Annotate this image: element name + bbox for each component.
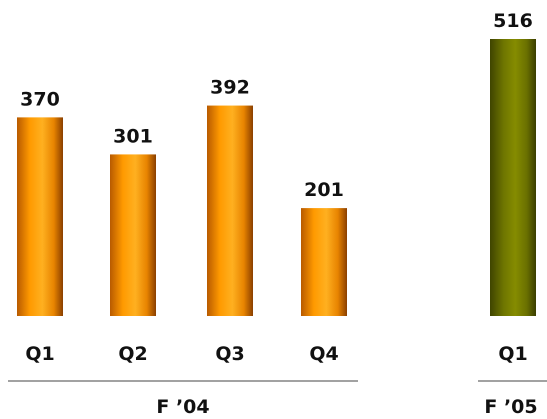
category-label: Q3 xyxy=(215,343,244,365)
bar-q1-g1 xyxy=(17,117,63,316)
bar-q2-g1 xyxy=(110,154,156,316)
data-label: 201 xyxy=(304,179,344,201)
data-label: 392 xyxy=(210,77,250,99)
group-label: F ’05 xyxy=(484,396,537,418)
bar-q3-g1 xyxy=(207,105,253,317)
bar-q1-g2 xyxy=(490,39,536,316)
category-label: Q1 xyxy=(25,343,54,365)
data-label: 516 xyxy=(493,10,533,32)
data-label: 301 xyxy=(113,125,153,147)
category-label: Q4 xyxy=(309,343,338,365)
data-label: 370 xyxy=(20,88,60,110)
bar-q4-g1 xyxy=(301,208,347,316)
category-label: Q1 xyxy=(498,343,527,365)
group-label: F ’04 xyxy=(156,396,209,418)
category-label: Q2 xyxy=(118,343,147,365)
chart-marks: 370 Q1 301 Q2 392 Q3 201 Q4 F ’04 516 Q1 F ’05 xyxy=(8,10,547,418)
